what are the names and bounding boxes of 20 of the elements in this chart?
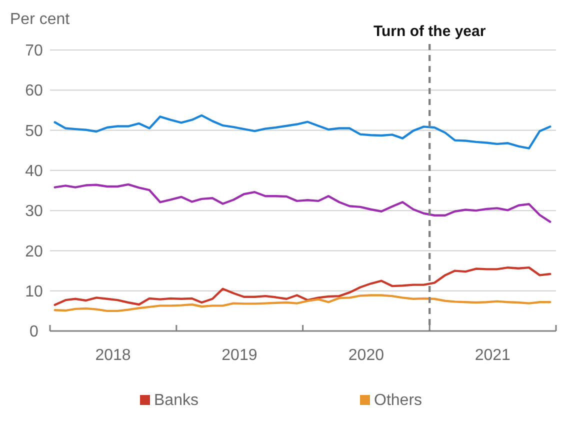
y-tick-label: 60: [25, 82, 43, 100]
line-series: [54, 294, 552, 312]
ref-line-label: Turn of the year: [373, 23, 486, 40]
y-tick-label: 10: [25, 283, 43, 300]
y-tick-label: 30: [25, 203, 43, 220]
line-series: [54, 266, 552, 306]
x-tick-label: 2019: [222, 347, 258, 364]
y-tick-label: 70: [25, 42, 43, 60]
y-tick-label: 20: [25, 243, 43, 260]
y-tick-label: 0: [30, 324, 39, 341]
line-series: [54, 114, 552, 150]
line-series: [54, 183, 552, 223]
y-axis-title: Per cent: [10, 11, 70, 28]
y-tick-label: 50: [25, 122, 43, 140]
x-tick-label: 2018: [95, 347, 131, 364]
legend-label: Banks: [154, 392, 198, 409]
legend-label: Others: [374, 392, 422, 409]
x-tick-label: 2020: [348, 347, 384, 364]
y-tick-label: 40: [25, 163, 43, 180]
x-tick-label: 2021: [474, 347, 511, 364]
